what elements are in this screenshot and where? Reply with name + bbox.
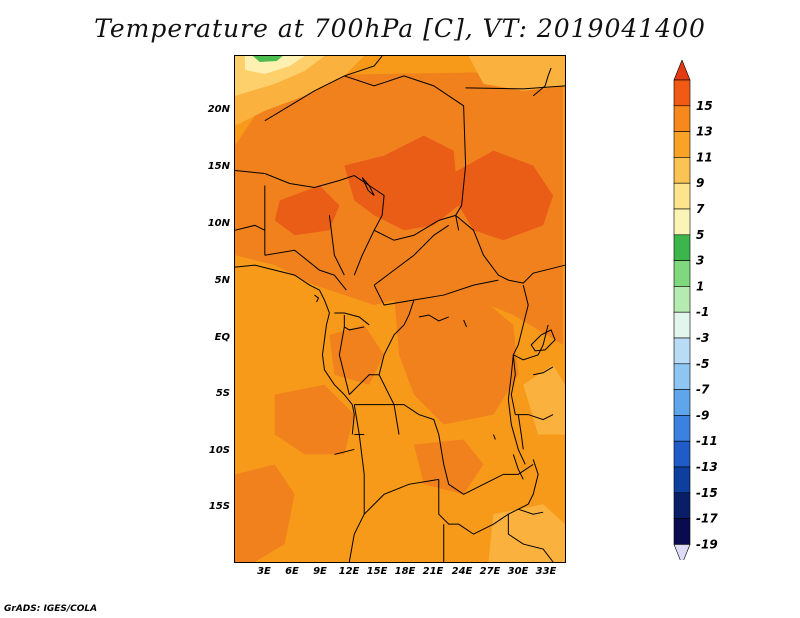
colorbar-label: -7 — [696, 383, 710, 397]
colorbar-segment — [673, 208, 691, 236]
colorbar-label: 7 — [696, 202, 705, 216]
colorbar-segment — [673, 440, 691, 468]
colorbar-segment — [673, 389, 691, 416]
colorbar-label: -19 — [696, 537, 718, 551]
colorbar-label: -13 — [696, 460, 718, 474]
lat-label-5n: 5N — [214, 275, 230, 286]
grads-credit: GrADS: IGES/COLA — [4, 604, 98, 614]
lon-label-12e: 12E — [338, 566, 360, 577]
field-se-cool-1 — [488, 504, 565, 562]
colorbar-bottom-triangle — [673, 544, 691, 560]
lat-label-eq: EQ — [214, 332, 230, 343]
colorbar-segment — [673, 337, 691, 365]
lat-label-15s: 15S — [208, 501, 230, 512]
colorbar-segment — [673, 105, 691, 132]
lon-label-30e: 30E — [507, 566, 529, 577]
colorbar-segment — [673, 182, 691, 210]
colorbar-label: 1 — [696, 279, 704, 293]
lakes — [314, 67, 556, 515]
lon-label-6e: 6E — [285, 566, 299, 577]
colorbar-segment — [673, 131, 691, 158]
lat-label-10s: 10S — [208, 445, 230, 456]
field-central-warm-2 — [274, 384, 355, 455]
colorbar-label: 13 — [696, 125, 713, 139]
colorbar-label: -3 — [696, 331, 709, 345]
lon-label-15e: 15E — [366, 566, 388, 577]
colorbar-label: -5 — [696, 357, 709, 371]
temperature-map — [234, 55, 566, 563]
colorbar-label: -17 — [696, 512, 718, 526]
field-core-hot-2 — [448, 150, 554, 241]
colorbar-top-triangle — [673, 60, 691, 81]
colorbar-label: -1 — [696, 305, 709, 319]
lon-label-9e: 9E — [313, 566, 327, 577]
lon-label-24e: 24E — [451, 566, 473, 577]
map-title: Temperature at 700hPa [C], VT: 201904140… — [94, 14, 706, 43]
colorbar-segment — [673, 79, 691, 107]
field-core-hot-3 — [274, 185, 340, 236]
lon-label-3e: 3E — [257, 566, 271, 577]
colorbar-segment — [673, 234, 691, 261]
colorbar-segment — [673, 415, 691, 442]
field-north-east-cool — [468, 56, 565, 91]
colorbar-segment — [673, 492, 691, 519]
field-se-cool-2 — [523, 364, 565, 435]
field-central-warm-1 — [394, 285, 519, 425]
colorbar-label: 9 — [696, 176, 704, 190]
colorbar-label: -11 — [696, 434, 718, 448]
colorbar-segment — [673, 157, 691, 184]
colorbar-segment — [673, 466, 691, 494]
lat-label-10n: 10N — [207, 218, 230, 229]
colorbar-label: 15 — [696, 99, 713, 113]
lon-label-33e: 33E — [535, 566, 557, 577]
field-central-warm-3 — [235, 464, 295, 562]
country-borders — [235, 56, 565, 562]
lon-label-18e: 18E — [394, 566, 416, 577]
colorbar-segment — [673, 286, 691, 313]
colorbar-label: 5 — [696, 228, 704, 242]
colorbar-segment — [673, 260, 691, 287]
colorbar-label: -15 — [696, 486, 718, 500]
lat-label-15n: 15N — [207, 161, 230, 172]
field-core-hot-1 — [344, 135, 459, 231]
field-north-cool-4 — [252, 56, 283, 62]
lon-label-27e: 27E — [479, 566, 501, 577]
colorbar-label: 3 — [696, 254, 704, 268]
lon-label-21e: 21E — [422, 566, 444, 577]
coastlines — [235, 264, 526, 465]
colorbar-label: 11 — [696, 150, 713, 164]
lat-label-5s: 5S — [215, 388, 230, 399]
colorbar-segment — [673, 518, 691, 545]
colorbar: 15 13 11 9 7 5 3 1 -1 -3 -5 -7 -9 -11 -13 -15 -17 -19 — [673, 60, 718, 560]
colorbar-label: -9 — [696, 408, 709, 422]
lat-label-20n: 20N — [207, 104, 230, 115]
colorbar-segment — [673, 311, 691, 339]
colorbar-segment — [673, 363, 691, 390]
